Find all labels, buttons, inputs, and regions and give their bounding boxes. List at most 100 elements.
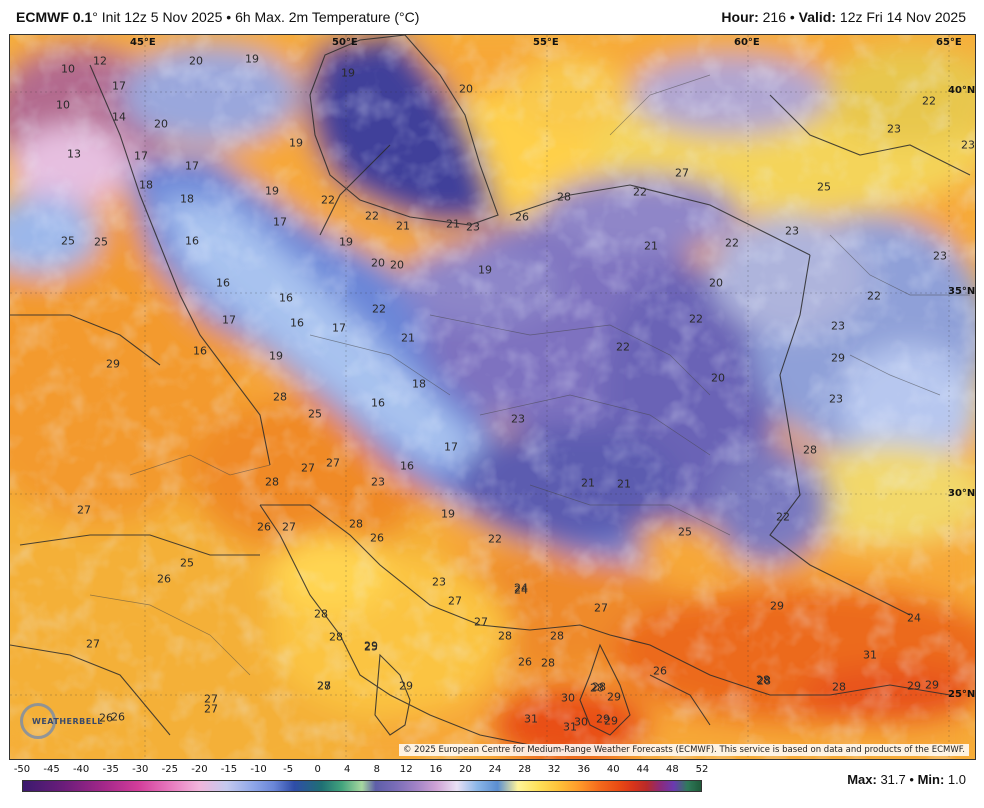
lon-45e: 45°E [130,37,156,48]
model-name: ECMWF 0.1 [16,9,93,25]
header-separator: • [226,9,232,25]
temperature-label: 20 [189,54,203,68]
temperature-label: 29 [925,678,939,692]
temperature-label: 18 [412,377,426,391]
temperature-label: 12 [93,54,107,68]
temperature-label: 29 [364,639,378,653]
temperature-label: 26 [370,531,384,545]
scale-tick-label: -35 [102,764,119,775]
temperature-label: 20 [459,82,473,96]
temperature-label: 26 [111,710,125,724]
temperature-label: 28 [592,680,606,694]
temperature-label: 25 [180,556,194,570]
temperature-label: 27 [448,594,462,608]
temperature-label: 28 [803,443,817,457]
scale-tick-label: -15 [220,764,238,775]
scale-tick-label: 44 [636,764,650,775]
temperature-label: 27 [474,615,488,629]
temperature-map[interactable]: 10 12 20 19 19 20 10 17 14 20 13 19 17 17 18 18 19 22 22 21… [9,34,976,760]
temperature-label: 27 [317,679,331,693]
temperature-label: 18 [180,192,194,206]
temperature-label: 23 [785,224,799,238]
temperature-label: 26 [157,572,171,586]
temperature-label: 28 [349,517,363,531]
scale-tick-label: -10 [250,764,267,775]
max-label: Max: [847,772,877,787]
temperature-label: 28 [329,630,343,644]
temperature-label: 27 [204,702,218,716]
scale-tick-label: 12 [399,764,413,775]
lat-25n: 25°N [948,689,976,700]
temperature-label: 23 [829,392,843,406]
temperature-label: 19 [339,235,353,249]
temperature-label: 29 [831,351,845,365]
temperature-label: 29 [907,679,921,693]
temperature-label: 25 [308,407,322,421]
scale-ticks: -50 -45 -40 -35 -30 -25 -20 -15 -10 -5 0 4 8 12 16 20 24… [14,764,709,778]
temperature-label: 28 [265,475,279,489]
temperature-label: 19 [269,349,283,363]
temperature-label: 28 [317,679,331,693]
temperature-label: 26 [515,210,529,224]
temperature-label: 21 [446,217,460,231]
scale-tick-label: 36 [577,764,591,775]
lat-35n: 35°N [948,286,976,297]
lat-40n: 40°N [948,85,976,96]
scale-tick-label: -45 [43,764,60,775]
temperature-label: 22 [616,340,630,354]
temperature-label: 19 [265,184,279,198]
temperature-label: 25 [678,525,692,539]
temperature-label: 22 [321,193,335,207]
scale-tick-label: 0 [314,764,321,775]
temperature-labels: 10 12 20 19 19 20 10 17 14 20 13 19 17 17 18 18 19 22 22 21… [10,35,975,759]
map-field [10,35,975,759]
temperature-label: 19 [289,136,303,150]
temperature-label: 16 [185,234,199,248]
temperature-label: 21 [617,477,631,491]
temperature-label: 29 [607,690,621,704]
temperature-label: 22 [372,302,386,316]
logo-ring [20,703,56,739]
temperature-label: 21 [396,219,410,233]
temperature-label: 25 [364,640,378,654]
temperature-label: 28 [550,629,564,643]
temperature-label: 23 [432,575,446,589]
temperature-label: 29 [596,712,610,726]
temperature-label: 27 [282,520,296,534]
temperature-label: 26 [99,711,113,725]
valid-value: 12z Fri 14 Nov 2025 [839,9,966,25]
scale-tick-label: -40 [72,764,90,775]
temperature-label: 17 [332,321,346,335]
hour-value: 216 [762,9,786,25]
min-value: 1.0 [947,772,966,787]
temperature-label: 22 [633,185,647,199]
temperature-label: 20 [711,371,725,385]
temperature-label: 23 [511,412,525,426]
lon-55e: 55°E [533,37,559,48]
temperature-label: 22 [867,289,881,303]
temperature-label: 21 [581,476,595,490]
scale-tick-label: -50 [13,764,31,775]
temperature-label: 23 [961,138,975,152]
temperature-label: 27 [675,166,689,180]
temperature-label: 28 [756,673,770,687]
scale-tick-label: 40 [606,764,620,775]
product-name: 6h Max. 2m Temperature (°C) [235,9,420,25]
temperature-label: 31 [863,648,877,662]
scale-tick-label: 28 [518,764,531,775]
temperature-label: 23 [831,319,845,333]
scale-tick-label: 4 [344,764,351,775]
temperature-label: 23 [887,122,901,136]
temperature-label: 27 [326,456,340,470]
temperature-label: 28 [273,390,287,404]
temperature-label: 22 [365,209,379,223]
temperature-label: 21 [401,331,415,345]
scale-tick-label: -5 [283,764,294,775]
temperature-label: 23 [466,220,480,234]
temperature-label: 28 [590,681,604,695]
temperature-label: 23 [371,475,385,489]
temperature-label: 28 [557,190,571,204]
scale-tick-label: 20 [459,764,472,775]
temperature-label: 26 [653,664,667,678]
temperature-label: 24 [514,581,528,595]
